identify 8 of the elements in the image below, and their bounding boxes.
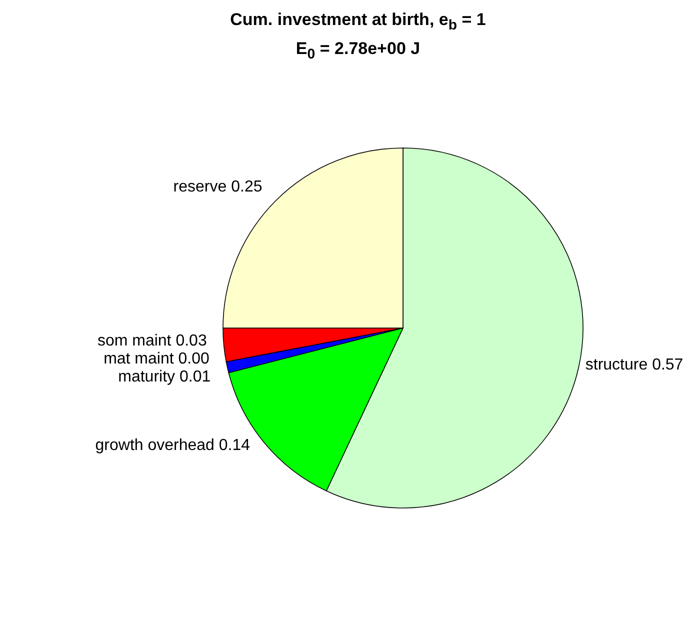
slice-label: growth overhead 0.14 bbox=[95, 436, 250, 454]
chart-subtitle: E$_{0}$ = 2.78e+00 J bbox=[294, 39, 422, 63]
chart-title: Cum. investment at birth, e$_{b}$ = 1 bbox=[229, 10, 487, 34]
category-label: mat maint 0.00 bbox=[104, 350, 210, 368]
slice-label: structure 0.57 bbox=[585, 356, 684, 374]
slice-label: reserve 0.25 bbox=[173, 178, 262, 196]
slice-label: maturity 0.01 bbox=[118, 368, 211, 386]
slice-label: som maint 0.03 bbox=[97, 332, 207, 350]
